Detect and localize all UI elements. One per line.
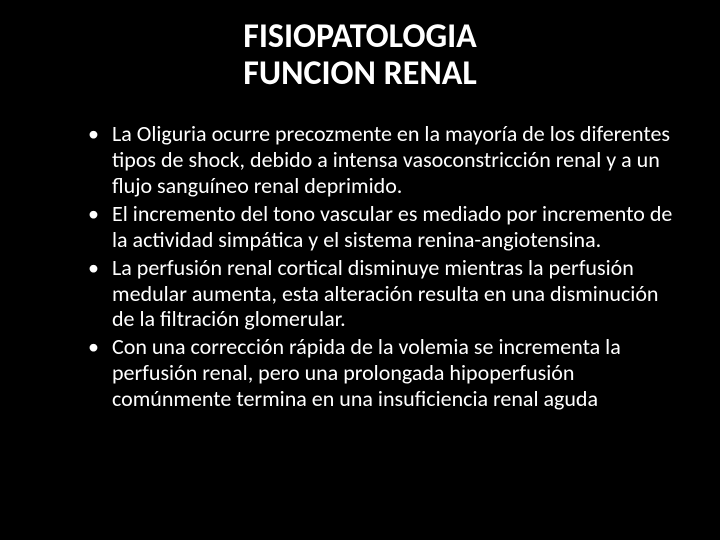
title-line-2: FUNCION RENAL (100, 55, 620, 92)
bullet-text: El incremento del tono vascular es media… (112, 200, 672, 253)
bullet-text: La Oliguria ocurre precozmente en la may… (112, 120, 670, 199)
list-item: La Oliguria ocurre precozmente en la may… (88, 121, 680, 199)
bullet-text: Con una corrección rápida de la volemia … (112, 333, 621, 412)
list-item: La perfusión renal cortical disminuye mi… (88, 255, 680, 333)
bullet-text: La perfusión renal cortical disminuye mi… (112, 254, 659, 333)
slide: FISIOPATOLOGIA FUNCION RENAL La Oliguria… (0, 0, 720, 540)
bullet-list: La Oliguria ocurre precozmente en la may… (40, 121, 680, 414)
slide-title: FISIOPATOLOGIA FUNCION RENAL (40, 18, 680, 93)
title-line-1: FISIOPATOLOGIA (100, 18, 620, 55)
list-item: Con una corrección rápida de la volemia … (88, 334, 680, 412)
list-item: El incremento del tono vascular es media… (88, 201, 680, 253)
